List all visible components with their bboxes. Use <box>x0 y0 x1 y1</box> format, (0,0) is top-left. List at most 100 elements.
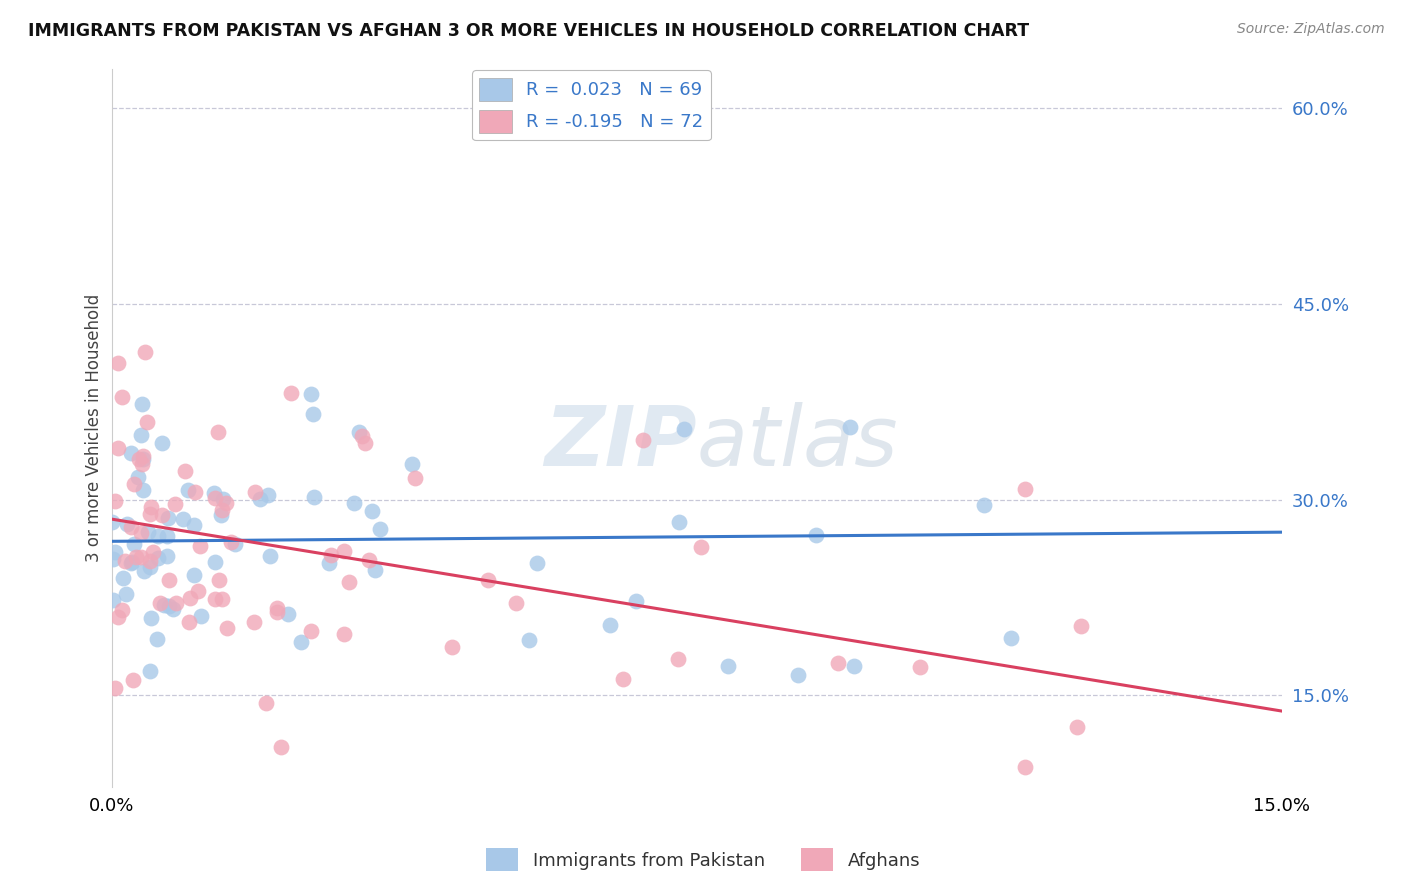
Point <box>104 494 127 508</box>
Point <box>353 436 375 450</box>
Point <box>157 573 180 587</box>
Point <box>332 544 354 558</box>
Text: atlas: atlas <box>697 401 898 483</box>
Point <box>124 550 146 565</box>
Point <box>477 573 499 587</box>
Point <box>839 420 862 434</box>
Point <box>179 591 201 606</box>
Point <box>132 483 155 498</box>
Point <box>1070 618 1092 632</box>
Point <box>103 681 125 696</box>
Point <box>128 452 150 467</box>
Point <box>111 390 134 404</box>
Point <box>131 397 153 411</box>
Point <box>138 664 160 678</box>
Point <box>211 591 233 606</box>
Point <box>111 603 134 617</box>
Point <box>844 659 866 673</box>
Point <box>131 457 153 471</box>
Point <box>135 416 157 430</box>
Point <box>364 563 387 577</box>
Point <box>716 659 738 673</box>
Point <box>217 621 239 635</box>
Point <box>172 512 194 526</box>
Point <box>136 524 159 539</box>
Point <box>359 553 381 567</box>
Point <box>1066 720 1088 734</box>
Point <box>1000 631 1022 645</box>
Point <box>114 554 136 568</box>
Point <box>254 697 277 711</box>
Point <box>352 428 374 442</box>
Point <box>145 632 167 646</box>
Point <box>183 518 205 533</box>
Point <box>173 464 195 478</box>
Point <box>184 484 207 499</box>
Point <box>142 545 165 559</box>
Point <box>804 528 827 542</box>
Point <box>152 598 174 612</box>
Point <box>139 500 162 515</box>
Point <box>141 611 163 625</box>
Point <box>107 441 129 455</box>
Point <box>188 539 211 553</box>
Point <box>202 485 225 500</box>
Point <box>127 470 149 484</box>
Point <box>612 672 634 686</box>
Point <box>112 571 135 585</box>
Point <box>157 599 180 614</box>
Point <box>1014 760 1036 774</box>
Point <box>134 345 156 359</box>
Point <box>302 407 325 421</box>
Point <box>668 516 690 530</box>
Point <box>249 491 271 506</box>
Point <box>689 540 711 554</box>
Point <box>404 471 426 485</box>
Point <box>132 450 155 464</box>
Point <box>190 609 212 624</box>
Point <box>631 434 654 448</box>
Point <box>517 632 540 647</box>
Point <box>401 457 423 471</box>
Point <box>332 627 354 641</box>
Point <box>304 490 326 504</box>
Point <box>280 385 302 400</box>
Point <box>319 548 342 562</box>
Point <box>122 537 145 551</box>
Point <box>187 584 209 599</box>
Point <box>177 615 200 629</box>
Point <box>132 564 155 578</box>
Point <box>257 488 280 502</box>
Point <box>139 559 162 574</box>
Point <box>146 529 169 543</box>
Point <box>368 522 391 536</box>
Point <box>122 673 145 687</box>
Point <box>156 549 179 563</box>
Point <box>129 526 152 541</box>
Point <box>910 659 932 673</box>
Point <box>209 508 232 522</box>
Point <box>219 535 242 549</box>
Point <box>224 537 246 551</box>
Text: Source: ZipAtlas.com: Source: ZipAtlas.com <box>1237 22 1385 37</box>
Y-axis label: 3 or more Vehicles in Household: 3 or more Vehicles in Household <box>86 293 103 562</box>
Point <box>149 596 172 610</box>
Point <box>156 529 179 543</box>
Point <box>120 446 142 460</box>
Point <box>347 425 370 440</box>
Point <box>526 556 548 570</box>
Legend: R =  0.023   N = 69, R = -0.195   N = 72: R = 0.023 N = 69, R = -0.195 N = 72 <box>472 70 710 140</box>
Point <box>787 667 810 681</box>
Point <box>360 504 382 518</box>
Point <box>101 552 124 566</box>
Point <box>120 520 142 534</box>
Point <box>208 573 231 587</box>
Point <box>148 551 170 566</box>
Point <box>104 545 127 559</box>
Point <box>107 356 129 370</box>
Point <box>131 549 153 564</box>
Point <box>204 555 226 569</box>
Point <box>156 510 179 524</box>
Point <box>150 436 173 450</box>
Point <box>299 624 322 638</box>
